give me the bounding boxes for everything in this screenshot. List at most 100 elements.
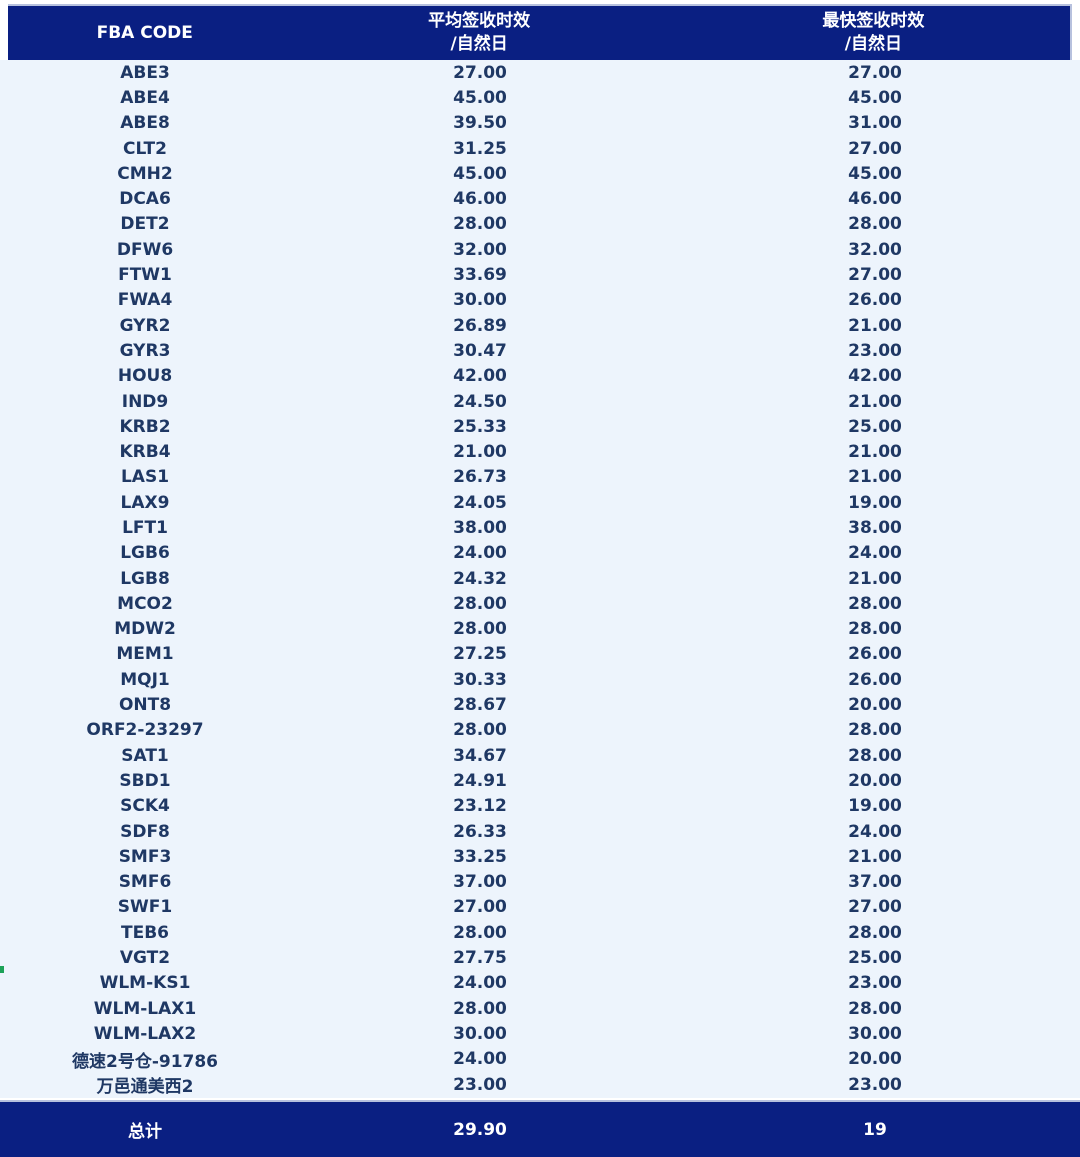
footer-avg-value: 29.90 <box>453 1119 507 1140</box>
row-avg-cell: 27.00 <box>453 897 507 918</box>
row-avg-cell: 24.00 <box>453 543 507 564</box>
row-avg-cell: 30.00 <box>453 290 507 311</box>
row-avg-cell: 21.00 <box>453 442 507 463</box>
table-row: ABE3 27.00 27.00 <box>8 60 1072 85</box>
row-avg-cell: 24.32 <box>453 568 507 589</box>
row-code-cell: VGT2 <box>119 948 171 969</box>
table-row: DFW6 32.00 32.00 <box>8 237 1072 262</box>
row-avg-cell: 26.33 <box>453 821 507 842</box>
row-fastest-cell: 32.00 <box>848 239 902 260</box>
row-fastest-cell: 21.00 <box>848 442 902 463</box>
row-avg-cell: 23.12 <box>453 796 507 817</box>
row-fastest-cell: 28.00 <box>848 922 902 943</box>
table-row: 德速2号仓-91786 24.00 20.00 <box>8 1047 1072 1072</box>
table-row: MCO2 28.00 28.00 <box>8 591 1072 616</box>
row-fastest-cell: 23.00 <box>848 340 902 361</box>
row-code-cell: ORF2-23297 <box>86 720 204 741</box>
row-fastest-cell: 21.00 <box>848 467 902 488</box>
row-fastest-cell: 24.00 <box>848 543 902 564</box>
row-code-cell: CMH2 <box>117 163 173 184</box>
row-code-cell: LGB8 <box>120 568 170 589</box>
row-code-cell: 德速2号仓-91786 <box>71 1051 219 1072</box>
row-code-cell: KRB4 <box>119 442 171 463</box>
row-fastest-cell: 28.00 <box>848 619 902 640</box>
row-avg-cell: 31.25 <box>453 138 507 159</box>
table-row: LGB6 24.00 24.00 <box>8 541 1072 566</box>
row-code-cell: DCA6 <box>119 189 171 210</box>
table-row: SMF3 33.25 21.00 <box>8 844 1072 869</box>
table-body: ABE3 27.00 27.00 ABE4 45.00 45.00 ABE8 3… <box>0 60 1080 1098</box>
header-label-avg-line1: 平均签收时效 <box>428 11 531 31</box>
table-row: WLM-KS1 24.00 23.00 <box>8 971 1072 996</box>
row-avg-cell: 24.00 <box>453 1049 507 1070</box>
table-row: SCK4 23.12 19.00 <box>8 794 1072 819</box>
table-row: KRB4 21.00 21.00 <box>8 439 1072 464</box>
row-code-cell: DFW6 <box>116 239 174 260</box>
row-avg-cell: 30.33 <box>453 669 507 690</box>
row-code-cell: MQJ1 <box>120 669 170 690</box>
row-code-cell: WLM-LAX2 <box>93 1023 197 1044</box>
row-code-cell: WLM-LAX1 <box>93 998 197 1019</box>
row-code-cell: SWF1 <box>117 897 173 918</box>
row-fastest-cell: 28.00 <box>848 593 902 614</box>
row-avg-cell: 30.00 <box>453 1023 507 1044</box>
row-avg-cell: 45.00 <box>453 87 507 108</box>
row-fastest-cell: 45.00 <box>848 163 902 184</box>
row-avg-cell: 23.00 <box>453 1074 507 1095</box>
row-fastest-cell: 28.00 <box>848 214 902 235</box>
table-row: FWA4 30.00 26.00 <box>8 288 1072 313</box>
row-fastest-cell: 42.00 <box>848 366 902 387</box>
row-fastest-cell: 26.00 <box>848 290 902 311</box>
footer-fastest-value: 19 <box>863 1119 887 1140</box>
left-edge-green-marker <box>0 966 4 973</box>
row-code-cell: GYR2 <box>119 315 171 336</box>
row-fastest-cell: 26.00 <box>848 644 902 665</box>
row-fastest-cell: 28.00 <box>848 720 902 741</box>
table-row: GYR3 30.47 23.00 <box>8 338 1072 363</box>
row-code-cell: HOU8 <box>117 366 173 387</box>
table-row: ABE4 45.00 45.00 <box>8 85 1072 110</box>
table-row: KRB2 25.33 25.00 <box>8 414 1072 439</box>
row-code-cell: MEM1 <box>116 644 174 665</box>
row-avg-cell: 25.33 <box>453 416 507 437</box>
table-row: MQJ1 30.33 26.00 <box>8 667 1072 692</box>
row-avg-cell: 33.25 <box>453 846 507 867</box>
row-avg-cell: 34.67 <box>453 745 507 766</box>
row-fastest-cell: 45.00 <box>848 87 902 108</box>
table-row: LFT1 38.00 38.00 <box>8 515 1072 540</box>
row-avg-cell: 28.00 <box>453 720 507 741</box>
row-code-cell: MDW2 <box>114 619 176 640</box>
row-fastest-cell: 27.00 <box>848 897 902 918</box>
row-fastest-cell: 46.00 <box>848 189 902 210</box>
row-avg-cell: 27.25 <box>453 644 507 665</box>
row-fastest-cell: 27.00 <box>848 265 902 286</box>
row-code-cell: LGB6 <box>120 543 170 564</box>
table-row: CMH2 45.00 45.00 <box>8 161 1072 186</box>
table-row: MDW2 28.00 28.00 <box>8 617 1072 642</box>
row-avg-cell: 33.69 <box>453 265 507 286</box>
row-code-cell: SDF8 <box>120 821 170 842</box>
row-fastest-cell: 25.00 <box>848 416 902 437</box>
table-row: 万邑通美西2 23.00 23.00 <box>8 1072 1072 1098</box>
row-code-cell: SCK4 <box>120 796 170 817</box>
row-code-cell: 万邑通美西2 <box>96 1077 194 1098</box>
row-code-cell: LAS1 <box>120 467 170 488</box>
row-avg-cell: 24.05 <box>453 492 507 513</box>
row-avg-cell: 24.50 <box>453 391 507 412</box>
row-code-cell: WLM-KS1 <box>99 973 191 994</box>
table-row: FTW1 33.69 27.00 <box>8 262 1072 287</box>
row-code-cell: SMF6 <box>118 872 172 893</box>
table-footer-row: 总计 29.90 19 <box>0 1100 1080 1157</box>
row-avg-cell: 26.73 <box>453 467 507 488</box>
header-label-fastest-line1: 最快签收时效 <box>822 11 925 31</box>
header-cell-fba-code: FBA CODE <box>8 6 281 60</box>
table-row: MEM1 27.25 26.00 <box>8 642 1072 667</box>
row-avg-cell: 32.00 <box>453 239 507 260</box>
row-avg-cell: 28.00 <box>453 593 507 614</box>
row-avg-cell: 27.00 <box>453 62 507 83</box>
table-row: ABE8 39.50 31.00 <box>8 111 1072 136</box>
row-fastest-cell: 23.00 <box>848 973 902 994</box>
row-fastest-cell: 19.00 <box>848 796 902 817</box>
row-avg-cell: 28.00 <box>453 922 507 943</box>
table-row: LGB8 24.32 21.00 <box>8 566 1072 591</box>
